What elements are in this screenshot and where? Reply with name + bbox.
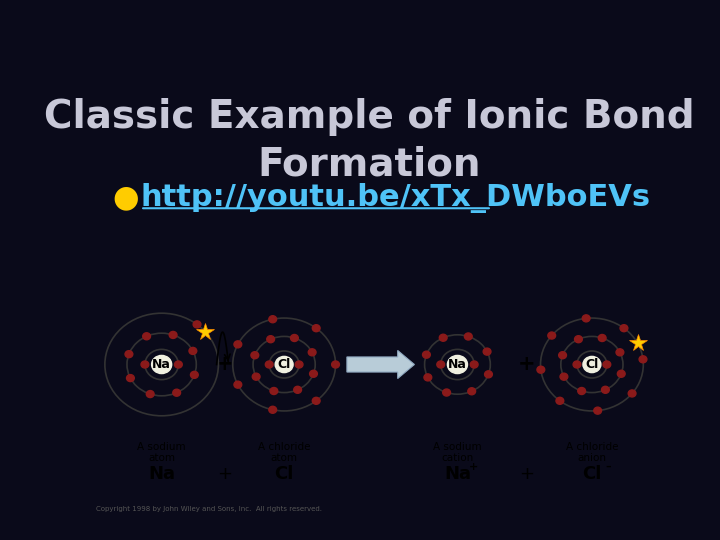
Circle shape [251, 352, 258, 359]
Circle shape [291, 334, 298, 341]
Text: +: + [217, 465, 232, 483]
Text: A chloride
anion: A chloride anion [566, 442, 618, 463]
Circle shape [617, 370, 625, 377]
Circle shape [594, 407, 601, 414]
Circle shape [464, 333, 472, 340]
Circle shape [173, 389, 181, 396]
Circle shape [629, 390, 636, 397]
Text: Na: Na [448, 358, 467, 371]
Circle shape [577, 388, 585, 395]
Text: Na: Na [148, 465, 175, 483]
Circle shape [312, 325, 320, 332]
Text: A sodium
atom: A sodium atom [138, 442, 186, 463]
Text: A chloride
atom: A chloride atom [258, 442, 310, 463]
Circle shape [483, 348, 491, 355]
Text: +: + [215, 354, 233, 375]
Circle shape [312, 397, 320, 404]
Circle shape [439, 334, 447, 341]
Circle shape [275, 356, 293, 373]
Text: A sodium
cation: A sodium cation [433, 442, 482, 463]
Circle shape [470, 361, 478, 368]
Text: Cl: Cl [274, 465, 294, 483]
Circle shape [556, 397, 564, 404]
Circle shape [152, 355, 171, 374]
Circle shape [560, 373, 568, 380]
Circle shape [125, 350, 132, 357]
Circle shape [575, 336, 582, 343]
Circle shape [447, 355, 467, 374]
Circle shape [485, 371, 492, 378]
Circle shape [234, 381, 242, 388]
Text: http://youtu.be/xTx_DWboEVs: http://youtu.be/xTx_DWboEVs [140, 183, 650, 213]
Text: Copyright 1998 by John Wiley and Sons, Inc.  All rights reserved.: Copyright 1998 by John Wiley and Sons, I… [96, 505, 322, 512]
Circle shape [174, 361, 182, 368]
Text: +: + [469, 462, 478, 471]
Circle shape [573, 361, 581, 368]
Circle shape [308, 349, 316, 356]
Circle shape [191, 372, 198, 379]
Circle shape [169, 332, 177, 339]
Circle shape [468, 388, 476, 395]
Text: +: + [518, 354, 535, 375]
Circle shape [266, 361, 273, 368]
Text: Classic Example of Ionic Bond
Formation: Classic Example of Ionic Bond Formation [44, 98, 694, 183]
Circle shape [267, 336, 274, 343]
Circle shape [559, 352, 567, 359]
Circle shape [548, 332, 556, 339]
Text: ●: ● [112, 184, 139, 212]
Text: Cl: Cl [277, 358, 291, 371]
Circle shape [423, 351, 431, 358]
Circle shape [620, 325, 628, 332]
Circle shape [598, 334, 606, 341]
Circle shape [603, 361, 611, 368]
Circle shape [146, 390, 154, 397]
Circle shape [189, 347, 197, 354]
Text: +: + [518, 465, 534, 483]
Circle shape [252, 373, 260, 380]
Circle shape [270, 388, 278, 395]
Text: Na: Na [152, 358, 171, 371]
Circle shape [127, 375, 135, 382]
Circle shape [234, 341, 242, 348]
Text: Na: Na [444, 465, 471, 483]
Text: –: – [606, 462, 611, 471]
Text: Cl: Cl [582, 465, 602, 483]
Circle shape [310, 370, 318, 377]
Circle shape [537, 366, 545, 373]
Circle shape [616, 349, 624, 356]
Circle shape [583, 356, 601, 373]
Circle shape [443, 389, 451, 396]
Circle shape [141, 361, 149, 368]
Circle shape [332, 361, 339, 368]
Circle shape [639, 356, 647, 363]
FancyArrow shape [347, 350, 415, 379]
Circle shape [437, 361, 445, 368]
Text: Cl: Cl [585, 358, 598, 371]
Circle shape [295, 361, 303, 368]
Circle shape [294, 386, 302, 393]
Circle shape [601, 386, 609, 393]
Circle shape [582, 315, 590, 322]
Circle shape [193, 321, 201, 328]
Circle shape [424, 374, 432, 381]
Circle shape [143, 333, 150, 340]
Circle shape [269, 406, 276, 413]
Circle shape [269, 316, 276, 323]
